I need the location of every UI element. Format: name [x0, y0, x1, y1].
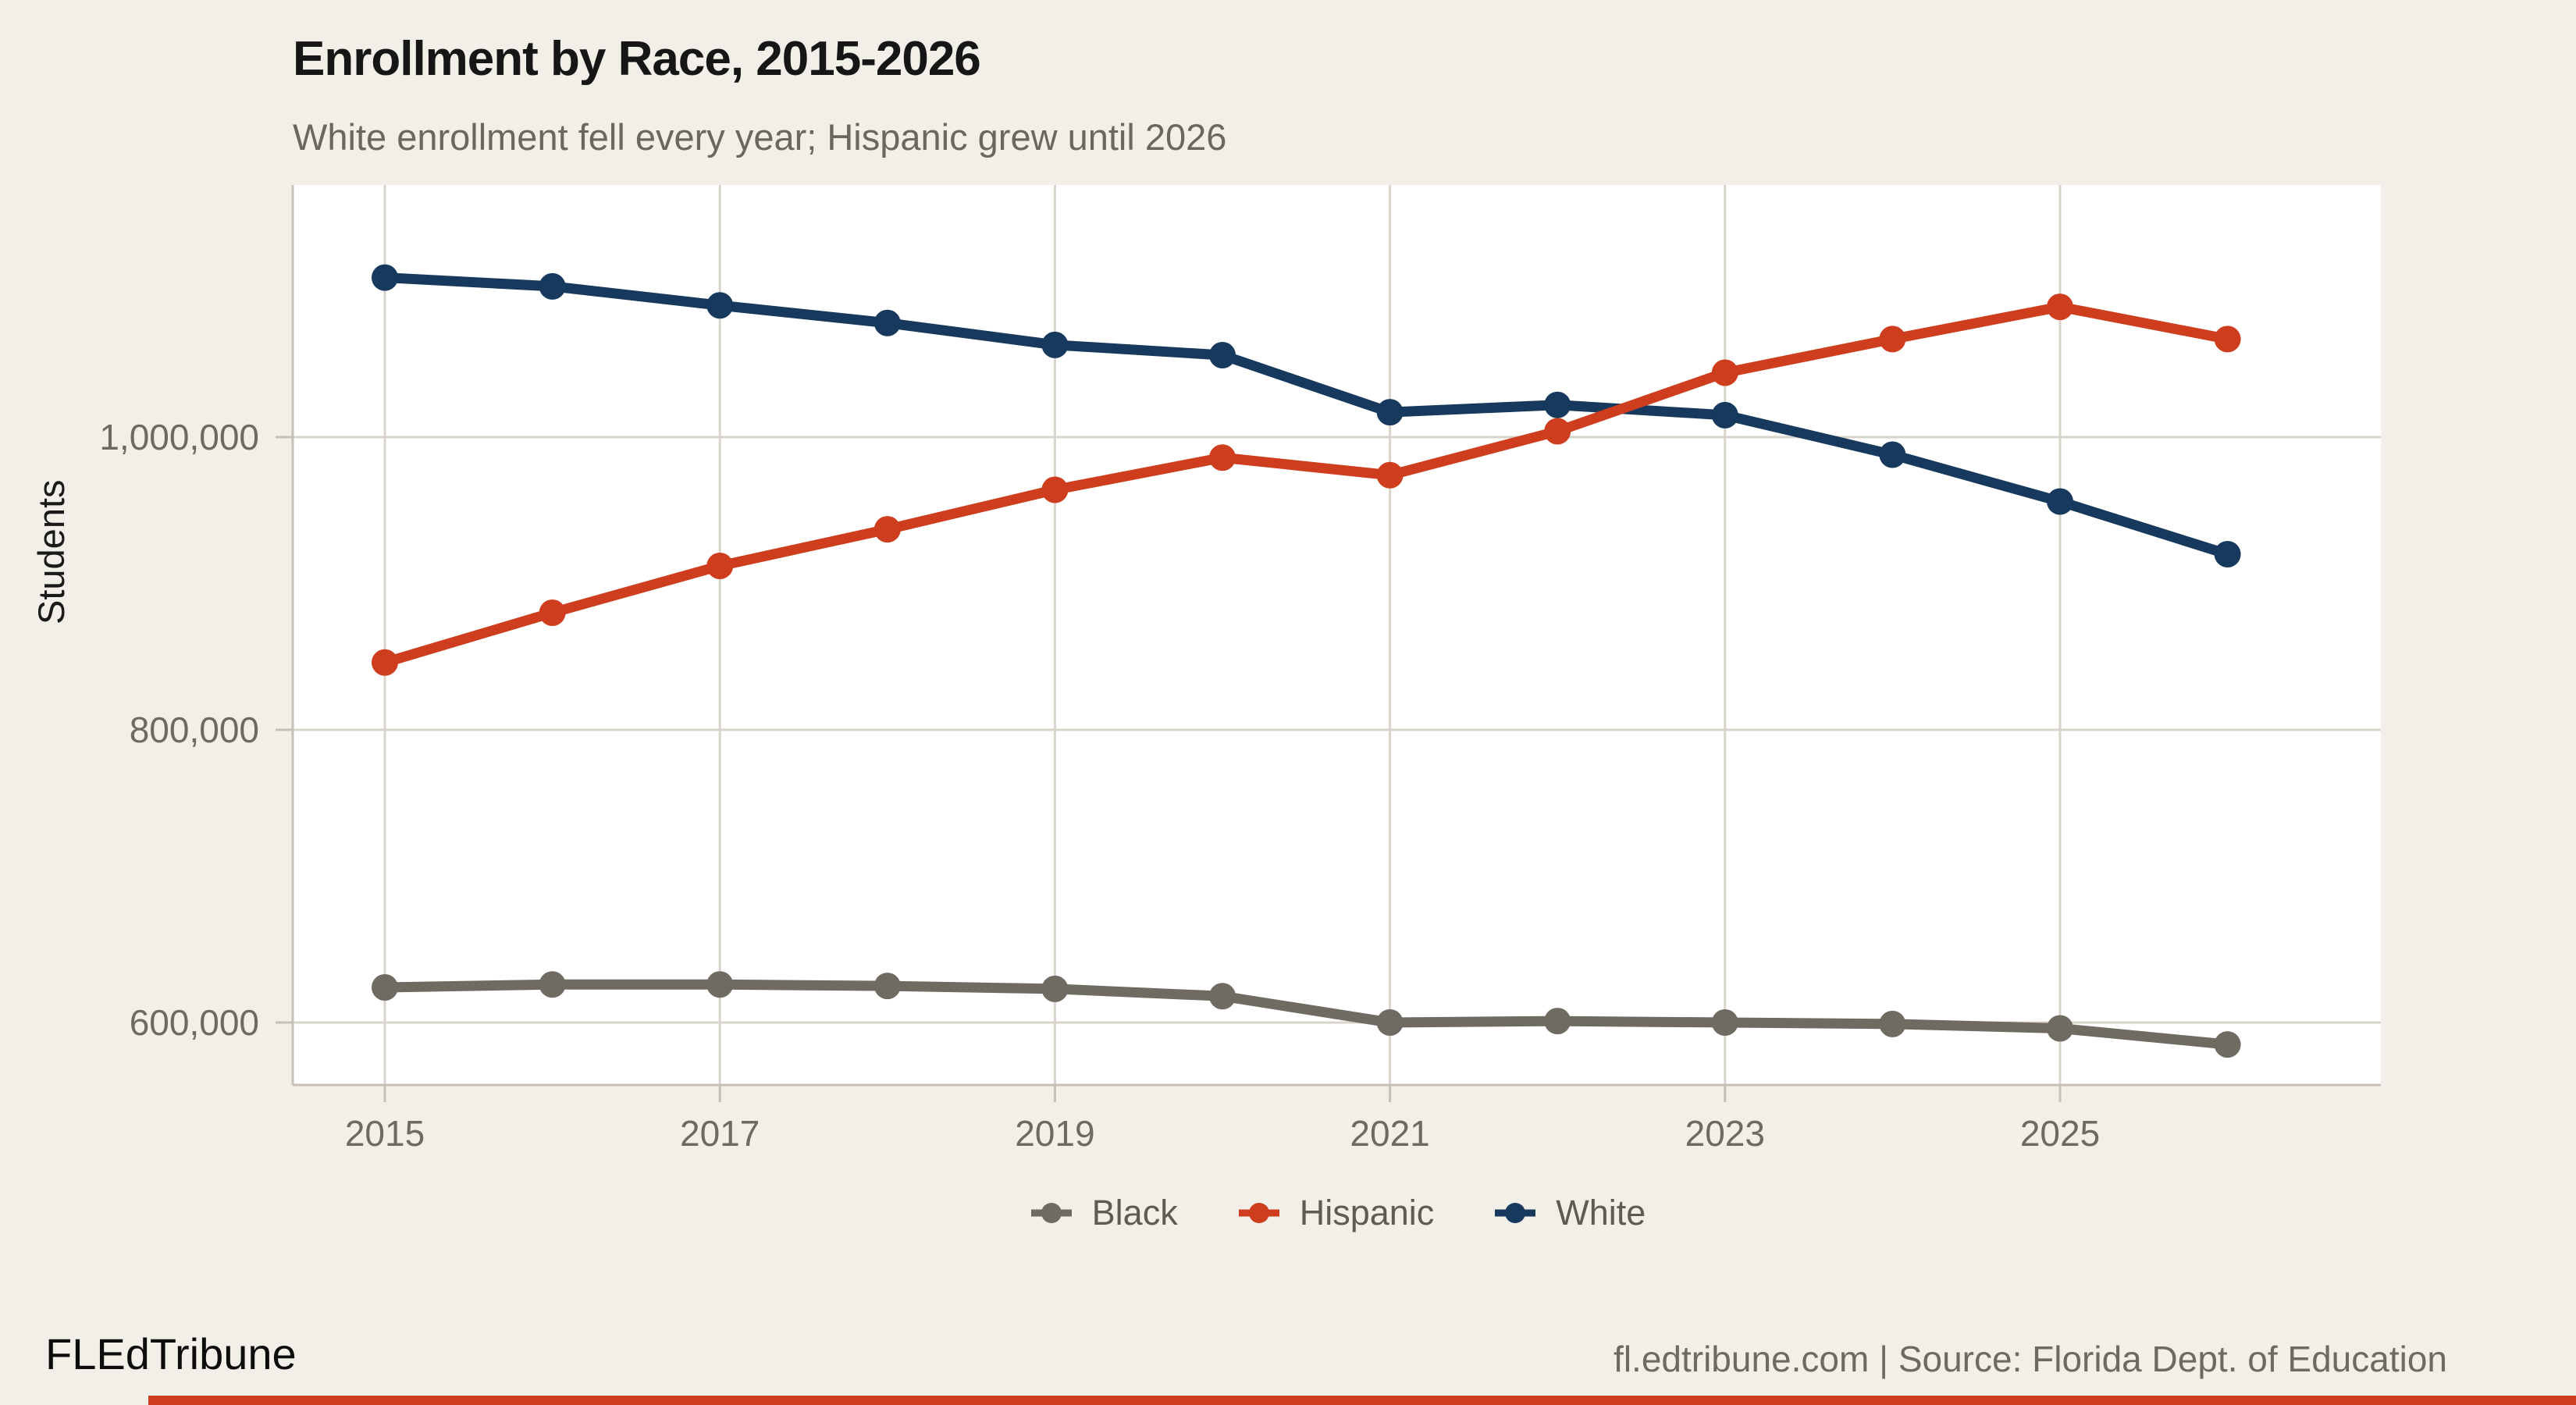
legend-key-icon	[1238, 1203, 1279, 1223]
brand-logo-text: FLEdTribune	[45, 1329, 297, 1378]
legend-label: White	[1556, 1193, 1646, 1232]
data-point-white	[2214, 541, 2241, 567]
series-line-hispanic	[379, 301, 2233, 668]
data-point-white	[1041, 331, 1069, 358]
data-point-hispanic	[873, 516, 901, 543]
x-tick-label: 2017	[680, 1113, 760, 1154]
data-point-hispanic	[1879, 325, 1906, 353]
chart-title: Enrollment by Race, 2015-2026	[293, 32, 981, 86]
legend-item-black: Black	[1028, 1193, 1178, 1233]
data-point-hispanic	[1209, 444, 1236, 471]
data-point-hispanic	[539, 599, 566, 626]
data-point-white	[1544, 391, 1571, 418]
x-tick-label: 2025	[2020, 1113, 2100, 1154]
series-line-black	[379, 979, 2233, 1050]
legend-label: Hispanic	[1299, 1193, 1435, 1232]
data-point-white	[539, 272, 566, 300]
data-point-black	[539, 971, 566, 998]
y-axis-title: Students	[30, 479, 72, 624]
y-tick-label: 1,000,000	[99, 417, 259, 457]
legend-key-icon	[1495, 1203, 1536, 1223]
legend-key-icon	[1030, 1203, 1072, 1223]
plot-panel	[293, 185, 2381, 1085]
data-point-white	[1711, 401, 1738, 429]
data-point-hispanic	[2047, 293, 2073, 321]
data-point-black	[2214, 1031, 2241, 1058]
data-point-hispanic	[706, 553, 734, 579]
data-point-white	[706, 292, 734, 319]
brand-accent-bar	[148, 1396, 2576, 1405]
data-point-black	[1376, 1009, 1404, 1036]
data-point-black	[873, 973, 901, 1000]
legend-item-white: White	[1492, 1193, 1646, 1233]
source-attribution: fl.edtribune.com | Source: Florida Dept.…	[1614, 1339, 2447, 1379]
legend-label: Black	[1091, 1193, 1178, 1232]
data-point-hispanic	[1376, 461, 1404, 489]
data-point-black	[1041, 975, 1069, 1002]
data-point-black	[2047, 1015, 2073, 1042]
data-point-hispanic	[2214, 325, 2241, 353]
data-point-white	[372, 264, 398, 291]
data-point-hispanic	[1041, 476, 1069, 503]
y-tick-label: 800,000	[130, 710, 259, 750]
data-point-black	[1544, 1008, 1571, 1035]
x-tick-label: 2015	[345, 1113, 425, 1154]
x-tick-label: 2021	[1350, 1113, 1429, 1154]
data-point-white	[2047, 488, 2073, 515]
data-point-white	[1209, 342, 1236, 368]
data-point-black	[1209, 983, 1236, 1010]
data-point-hispanic	[372, 649, 398, 676]
data-point-white	[873, 309, 901, 336]
legend-item-hispanic: Hispanic	[1236, 1193, 1435, 1233]
data-point-black	[1879, 1010, 1906, 1037]
data-point-hispanic	[1544, 418, 1571, 445]
series-line-white	[379, 272, 2233, 560]
data-point-black	[372, 974, 398, 1001]
x-tick-label: 2019	[1015, 1113, 1094, 1154]
x-tick-label: 2023	[1685, 1113, 1765, 1154]
y-tick-label: 600,000	[130, 1002, 259, 1043]
chart-subtitle: White enrollment fell every year; Hispan…	[293, 116, 1227, 158]
data-point-hispanic	[1711, 359, 1738, 386]
chart-legend: Black Hispanic White	[293, 1193, 2381, 1233]
data-point-white	[1879, 441, 1906, 468]
data-point-black	[1711, 1009, 1738, 1036]
data-point-white	[1376, 399, 1404, 426]
data-point-black	[706, 971, 734, 998]
